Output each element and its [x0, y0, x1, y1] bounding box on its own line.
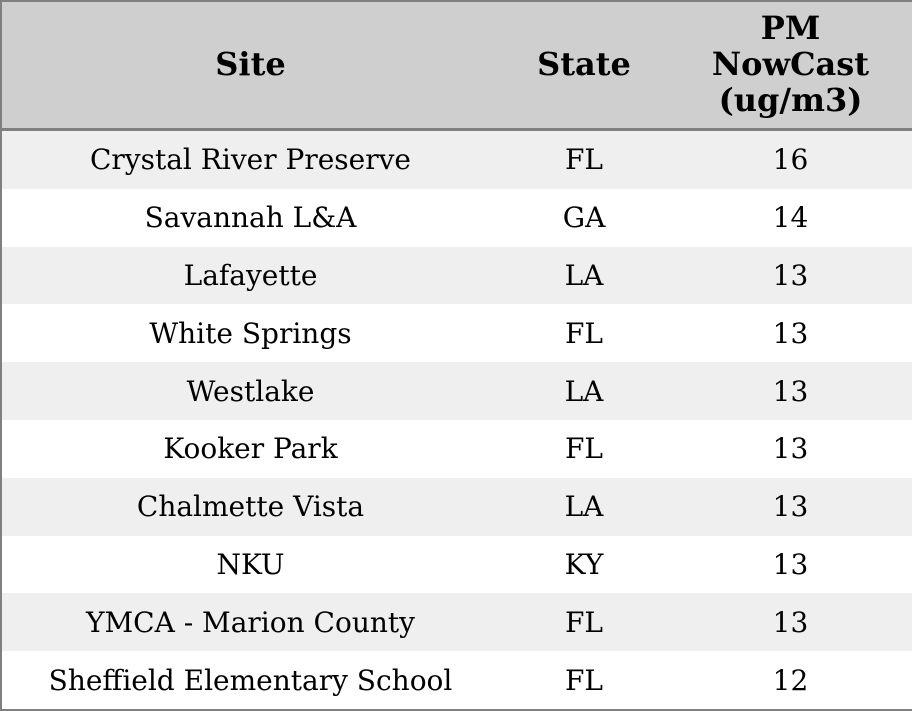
- site-cell: Lafayette: [1, 246, 499, 305]
- table-header: Site State PM NowCast (ug/m3): [1, 1, 912, 131]
- table-row: Crystal River Preserve FL 16: [1, 129, 912, 189]
- site-cell: NKU: [1, 535, 499, 594]
- state-cell: LA: [499, 362, 669, 420]
- site-cell: YMCA - Marion County: [1, 593, 499, 652]
- site-cell: Crystal River Preserve: [1, 129, 499, 189]
- pm-value-cell: 13: [669, 593, 912, 652]
- pm-value-cell: 13: [669, 477, 912, 536]
- site-cell: Chalmette Vista: [1, 477, 499, 536]
- site-cell: Westlake: [1, 362, 499, 420]
- table-row: YMCA - Marion County FL 13: [1, 593, 912, 652]
- site-cell: White Springs: [1, 304, 499, 363]
- table-row: Chalmette Vista LA 13: [1, 477, 912, 536]
- pm-value-cell: 13: [669, 362, 912, 420]
- site-cell: Sheffield Elementary School: [1, 651, 499, 710]
- state-cell: LA: [499, 477, 669, 536]
- pm-value-cell: 13: [669, 304, 912, 363]
- site-cell: Savannah L&A: [1, 188, 499, 247]
- pm-value-cell: 16: [669, 129, 912, 189]
- state-cell: FL: [499, 419, 669, 478]
- table-row: NKU KY 13: [1, 535, 912, 594]
- table-row: White Springs FL 13: [1, 304, 912, 363]
- state-cell: GA: [499, 188, 669, 247]
- header-state: State: [499, 1, 669, 131]
- state-cell: FL: [499, 651, 669, 710]
- table-row: Sheffield Elementary School FL 12: [1, 651, 912, 710]
- state-cell: KY: [499, 535, 669, 594]
- state-cell: FL: [499, 129, 669, 189]
- state-cell: FL: [499, 593, 669, 652]
- header-pm-nowcast: PM NowCast (ug/m3): [669, 1, 912, 131]
- header-row: Site State PM NowCast (ug/m3): [1, 1, 912, 131]
- pm-value-cell: 12: [669, 651, 912, 710]
- table-row: Kooker Park FL 13: [1, 419, 912, 478]
- table-row: Lafayette LA 13: [1, 246, 912, 305]
- table-row: Savannah L&A GA 14: [1, 188, 912, 247]
- pm-value-cell: 13: [669, 535, 912, 594]
- state-cell: LA: [499, 246, 669, 305]
- table-body: Crystal River Preserve FL 16 Savannah L&…: [1, 129, 912, 710]
- pm-value-cell: 14: [669, 188, 912, 247]
- pm-value-cell: 13: [669, 246, 912, 305]
- table-row: Westlake LA 13: [1, 362, 912, 420]
- site-cell: Kooker Park: [1, 419, 499, 478]
- header-site: Site: [1, 1, 499, 131]
- state-cell: FL: [499, 304, 669, 363]
- pm-value-cell: 13: [669, 419, 912, 478]
